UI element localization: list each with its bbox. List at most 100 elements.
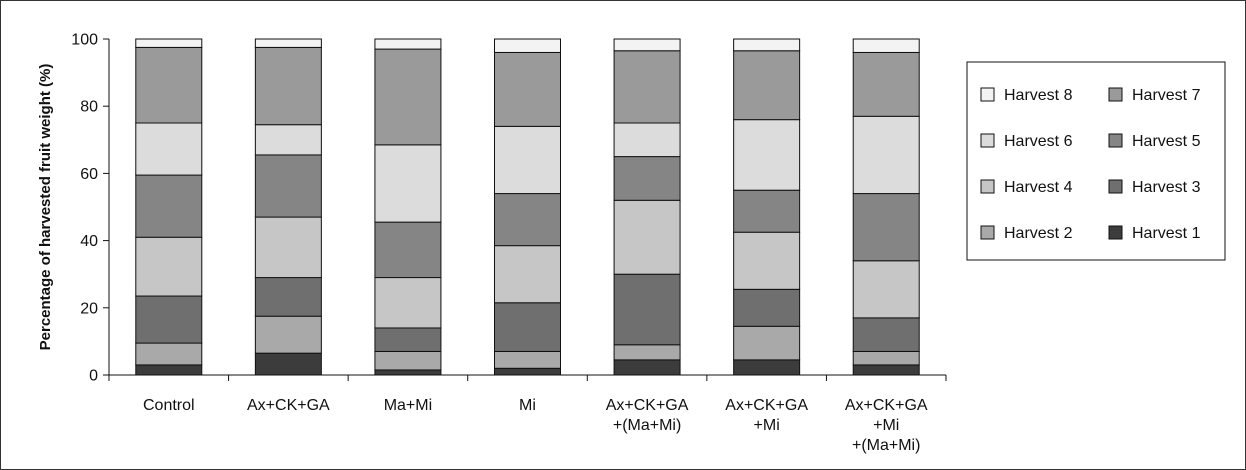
bar-segment-harvest-3	[733, 288, 801, 327]
x-axis: Control Ax+CK+GA Ma+Mi Mi Ax+CK+GA +(Ma+Mi) Ax…	[108, 374, 947, 454]
bar-segment-harvest-2	[852, 350, 920, 366]
bar-segment-harvest-3	[852, 317, 920, 352]
bar-segment-harvest-4	[374, 277, 442, 329]
legend-item: Harvest 6	[980, 133, 1073, 150]
legend-label: Harvest 2	[1004, 225, 1073, 242]
bar-segment-harvest-5	[852, 193, 920, 262]
legend-label: Harvest 4	[1004, 179, 1073, 196]
bar-segment-harvest-7	[852, 51, 920, 117]
bar-segment-harvest-7	[494, 51, 561, 127]
bar-segment-harvest-1	[374, 369, 442, 376]
bar-segment-harvest-6	[494, 125, 561, 195]
legend-box	[966, 61, 1226, 261]
legend-swatch	[980, 225, 995, 240]
bar-segment-harvest-8	[613, 38, 681, 52]
bar-segment-harvest-2	[733, 325, 801, 361]
legend-swatch	[1108, 225, 1123, 240]
bar-segment-harvest-3	[254, 277, 322, 317]
bar-stack	[254, 38, 322, 376]
bar-segment-harvest-2	[135, 342, 203, 366]
bar-segment-harvest-6	[374, 144, 442, 223]
bar-segment-harvest-4	[135, 236, 203, 297]
bar-segment-harvest-6	[613, 122, 681, 158]
y-tick-label: 40	[80, 233, 98, 250]
bar-segment-harvest-3	[494, 302, 561, 352]
bar-segment-harvest-6	[733, 119, 801, 191]
legend-item: Harvest 3	[1108, 179, 1201, 196]
legend-label: Harvest 8	[1004, 87, 1073, 104]
y-tick-label: 20	[80, 300, 98, 317]
legend-item: Harvest 5	[1108, 133, 1201, 150]
legend-item: Harvest 8	[980, 87, 1073, 104]
legend-swatch	[980, 179, 995, 194]
bar-segment-harvest-8	[852, 38, 920, 53]
bar-stack	[733, 38, 801, 376]
legend-swatch	[1108, 179, 1123, 194]
bar-segment-harvest-8	[254, 38, 322, 48]
legend-label: Harvest 1	[1132, 225, 1201, 242]
bar-segment-harvest-6	[254, 124, 322, 156]
legend-label: Harvest 7	[1132, 87, 1201, 104]
bar-segment-harvest-4	[494, 245, 561, 304]
legend-swatch	[980, 87, 995, 102]
bar-segment-harvest-1	[613, 359, 681, 376]
legend: Harvest 8 Harvest 7 Harvest 6 Harvest 5 Harv…	[966, 61, 1226, 261]
bar-segment-harvest-1	[494, 367, 561, 376]
legend-item: Harvest 1	[1108, 225, 1201, 242]
bar-segment-harvest-5	[613, 156, 681, 201]
bars	[135, 38, 920, 376]
bar-segment-harvest-2	[613, 344, 681, 361]
bar-segment-harvest-1	[852, 364, 920, 376]
bar-segment-harvest-4	[733, 231, 801, 290]
bar-segment-harvest-3	[374, 327, 442, 352]
legend-swatch	[980, 133, 995, 148]
y-tick-label: 100	[71, 32, 98, 49]
bar-segment-harvest-1	[254, 352, 322, 376]
bar-segment-harvest-7	[613, 50, 681, 124]
bar-segment-harvest-8	[135, 38, 203, 48]
bar-stack	[613, 38, 681, 376]
legend-swatch	[1108, 87, 1123, 102]
y-axis-title: Percentage of harvested fruit weight (%)	[37, 64, 54, 351]
bar-segment-harvest-1	[135, 364, 203, 376]
bar-segment-harvest-7	[135, 46, 203, 124]
bar-segment-harvest-8	[494, 38, 561, 53]
bar-segment-harvest-2	[254, 315, 322, 354]
y-tick-label: 60	[80, 166, 98, 183]
bar-segment-harvest-5	[733, 189, 801, 233]
x-tick-label: Ax+CK+GA +Mi +(Ma+Mi)	[845, 397, 928, 454]
bar-segment-harvest-4	[613, 199, 681, 275]
x-tick-label: Ax+CK+GA +(Ma+Mi)	[606, 397, 689, 434]
bar-segment-harvest-4	[254, 216, 322, 279]
bar-segment-harvest-7	[254, 46, 322, 126]
legend-item: Harvest 2	[980, 225, 1073, 242]
bar-segment-harvest-5	[374, 221, 442, 279]
bar-segment-harvest-1	[733, 359, 801, 376]
bar-segment-harvest-6	[852, 115, 920, 195]
bar-segment-harvest-7	[733, 50, 801, 121]
bar-segment-harvest-4	[852, 260, 920, 319]
bar-stack	[494, 38, 561, 376]
bar-segment-harvest-2	[494, 350, 561, 369]
y-tick-label: 80	[80, 99, 98, 116]
x-tick-label: Ax+CK+GA	[247, 397, 330, 414]
x-tick-label: Control	[143, 397, 195, 414]
legend-label: Harvest 5	[1132, 133, 1201, 150]
legend-item: Harvest 4	[980, 179, 1073, 196]
x-tick-label: Mi	[519, 397, 536, 414]
bar-segment-harvest-3	[135, 295, 203, 344]
bar-stack	[135, 38, 203, 376]
bar-segment-harvest-2	[374, 350, 442, 371]
bar-segment-harvest-5	[254, 154, 322, 218]
bar-segment-harvest-8	[374, 38, 442, 50]
bar-segment-harvest-7	[374, 48, 442, 146]
legend-swatch	[1108, 133, 1123, 148]
bar-segment-harvest-5	[494, 193, 561, 247]
legend-item: Harvest 7	[1108, 87, 1201, 104]
bar-segment-harvest-5	[135, 174, 203, 238]
legend-label: Harvest 6	[1004, 133, 1073, 150]
bar-stack	[852, 38, 920, 376]
y-axis: 0 20 40 60 80 100	[71, 32, 110, 385]
